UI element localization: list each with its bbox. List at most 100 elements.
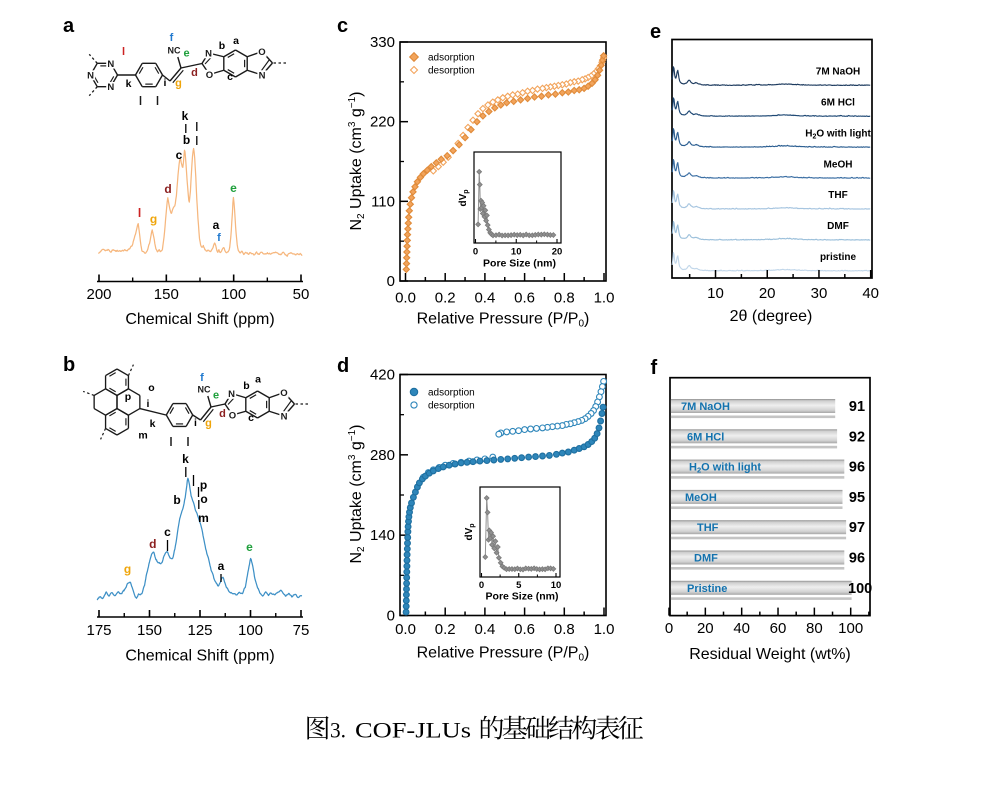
svg-text:20: 20 <box>552 247 563 258</box>
svg-text:7M NaOH: 7M NaOH <box>681 401 730 413</box>
svg-text:100: 100 <box>221 286 246 303</box>
svg-text:a: a <box>213 218 220 232</box>
svg-text:d: d <box>337 355 349 377</box>
svg-text:H2O with light: H2O with light <box>805 128 871 140</box>
svg-text:Relative Pressure (P/P0): Relative Pressure (P/P0) <box>417 311 590 330</box>
svg-text:0.6: 0.6 <box>514 290 535 307</box>
svg-text:e: e <box>246 540 253 554</box>
svg-text:0.8: 0.8 <box>554 290 575 307</box>
svg-text:Chemical Shift (ppm): Chemical Shift (ppm) <box>125 311 274 328</box>
svg-text:O: O <box>280 388 287 399</box>
svg-text:desorption: desorption <box>428 401 475 412</box>
svg-text:96: 96 <box>849 460 865 476</box>
svg-text:H2O with light: H2O with light <box>689 462 761 475</box>
svg-text:p: p <box>125 391 131 403</box>
svg-text:20: 20 <box>697 620 714 637</box>
svg-text:10: 10 <box>511 247 522 258</box>
svg-text:i: i <box>147 398 150 410</box>
svg-text:NC: NC <box>198 385 211 395</box>
svg-text:50: 50 <box>293 286 310 303</box>
svg-text:l: l <box>122 46 125 58</box>
svg-text:0.4: 0.4 <box>474 621 495 638</box>
svg-text:e: e <box>650 21 661 43</box>
svg-text:150: 150 <box>137 622 162 639</box>
svg-text:g: g <box>205 418 212 430</box>
svg-text:Pristine: Pristine <box>687 583 727 595</box>
svg-text:N: N <box>87 71 94 82</box>
svg-text:Pore Size (nm): Pore Size (nm) <box>483 258 556 270</box>
svg-text:0: 0 <box>473 247 478 258</box>
svg-text:0.0: 0.0 <box>395 621 416 638</box>
svg-text:b: b <box>219 40 225 52</box>
svg-text:p: p <box>200 478 207 492</box>
svg-text:O: O <box>206 70 213 81</box>
svg-text:e: e <box>183 48 189 60</box>
svg-text:b: b <box>183 133 190 147</box>
svg-text:175: 175 <box>86 622 111 639</box>
svg-text:40: 40 <box>733 620 750 637</box>
svg-text:0: 0 <box>479 580 484 591</box>
svg-text:125: 125 <box>187 622 212 639</box>
svg-text:k: k <box>126 78 132 90</box>
svg-text:5: 5 <box>516 580 522 591</box>
svg-text:100: 100 <box>838 620 863 637</box>
svg-text:N: N <box>107 82 114 93</box>
svg-text:f: f <box>651 357 658 379</box>
svg-text:0.4: 0.4 <box>474 290 495 307</box>
svg-text:96: 96 <box>849 551 865 567</box>
svg-text:O: O <box>258 47 265 58</box>
svg-text:d: d <box>164 182 171 196</box>
svg-text:m: m <box>138 430 147 442</box>
svg-text:140: 140 <box>370 527 395 544</box>
svg-text:NC: NC <box>168 46 181 56</box>
svg-text:c: c <box>227 71 233 83</box>
svg-text:20: 20 <box>759 285 776 302</box>
svg-text:330: 330 <box>370 34 395 51</box>
svg-text:7M NaOH: 7M NaOH <box>816 67 860 78</box>
svg-text:adsorption: adsorption <box>428 388 475 399</box>
svg-text:g: g <box>175 78 182 90</box>
svg-text:0.2: 0.2 <box>435 621 456 638</box>
svg-text:O: O <box>229 411 236 422</box>
svg-text:MeOH: MeOH <box>685 492 717 504</box>
svg-text:c: c <box>337 15 348 37</box>
svg-text:10: 10 <box>707 285 724 302</box>
svg-text:COF-JLUs: COF-JLUs <box>355 718 471 743</box>
svg-text:desorption: desorption <box>428 66 475 77</box>
svg-text:0.8: 0.8 <box>554 621 575 638</box>
svg-text:a: a <box>63 15 75 37</box>
svg-text:f: f <box>200 372 204 384</box>
svg-text:b: b <box>173 493 180 507</box>
svg-text:d: d <box>219 408 226 420</box>
svg-text:DMF: DMF <box>694 553 718 565</box>
svg-text:a: a <box>255 374 261 386</box>
svg-text:N: N <box>205 49 212 60</box>
svg-text:i: i <box>194 417 197 429</box>
svg-text:o: o <box>200 492 207 506</box>
svg-text:97: 97 <box>849 520 865 536</box>
svg-text:THF: THF <box>697 522 719 534</box>
svg-text:220: 220 <box>370 114 395 131</box>
svg-text:i: i <box>164 77 167 89</box>
svg-text:3.: 3. <box>330 718 346 743</box>
svg-text:10: 10 <box>551 580 562 591</box>
svg-text:Residual Weight (wt%): Residual Weight (wt%) <box>689 646 851 663</box>
svg-text:pristine: pristine <box>820 252 857 263</box>
svg-text:60: 60 <box>770 620 787 637</box>
svg-text:e: e <box>213 390 219 402</box>
svg-text:o: o <box>148 382 154 394</box>
svg-text:g: g <box>124 562 131 576</box>
svg-text:c: c <box>164 525 171 539</box>
svg-text:N: N <box>228 389 235 400</box>
svg-text:THF: THF <box>828 190 847 201</box>
svg-text:6M HCl: 6M HCl <box>687 431 724 443</box>
svg-text:110: 110 <box>371 193 395 210</box>
svg-text:150: 150 <box>154 286 179 303</box>
svg-text:40: 40 <box>862 285 879 302</box>
svg-text:f: f <box>170 32 174 44</box>
svg-text:80: 80 <box>806 620 823 637</box>
svg-text:b: b <box>243 380 249 392</box>
svg-text:DMF: DMF <box>827 221 849 232</box>
svg-text:N2 Uptake (cm3 g−1): N2 Uptake (cm3 g−1) <box>347 424 367 563</box>
svg-text:c: c <box>176 148 183 162</box>
